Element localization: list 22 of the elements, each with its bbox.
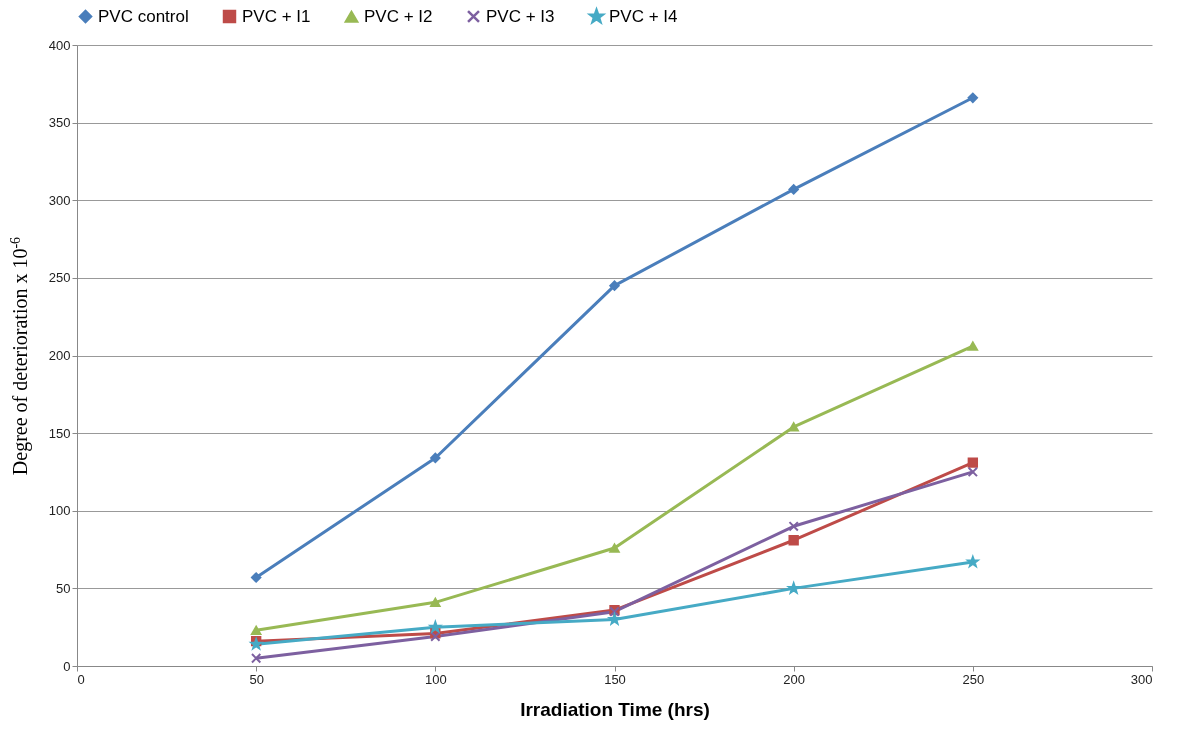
x-tick-label: 50 <box>249 671 264 687</box>
y-tick-label: 0 <box>63 658 71 674</box>
x-tick-label: 0 <box>77 671 85 687</box>
y-tick-label: 100 <box>48 503 71 519</box>
y-tick-label: 300 <box>48 192 71 208</box>
legend-label: PVC + I2 <box>364 6 433 26</box>
x-tick-label: 100 <box>424 671 447 687</box>
y-tick-label: 250 <box>48 270 71 286</box>
legend-label: PVC + I4 <box>609 6 678 26</box>
legend-label: PVC + I1 <box>242 6 311 26</box>
x-tick-label: 250 <box>962 671 985 687</box>
y-tick-label: 350 <box>48 115 71 131</box>
y-tick-label: 400 <box>48 37 71 53</box>
y-tick-label: 200 <box>48 348 71 363</box>
y-tick-label: 150 <box>48 425 71 441</box>
y-tick-label: 50 <box>56 580 71 596</box>
x-tick-label: 200 <box>783 671 806 687</box>
x-axis-title: Irradiation Time (hrs) <box>520 698 710 720</box>
x-tick-label: 150 <box>604 671 626 687</box>
x-tick-label: 300 <box>1130 671 1153 687</box>
legend-label: PVC control <box>98 6 189 26</box>
legend-label: PVC + I3 <box>486 6 555 26</box>
